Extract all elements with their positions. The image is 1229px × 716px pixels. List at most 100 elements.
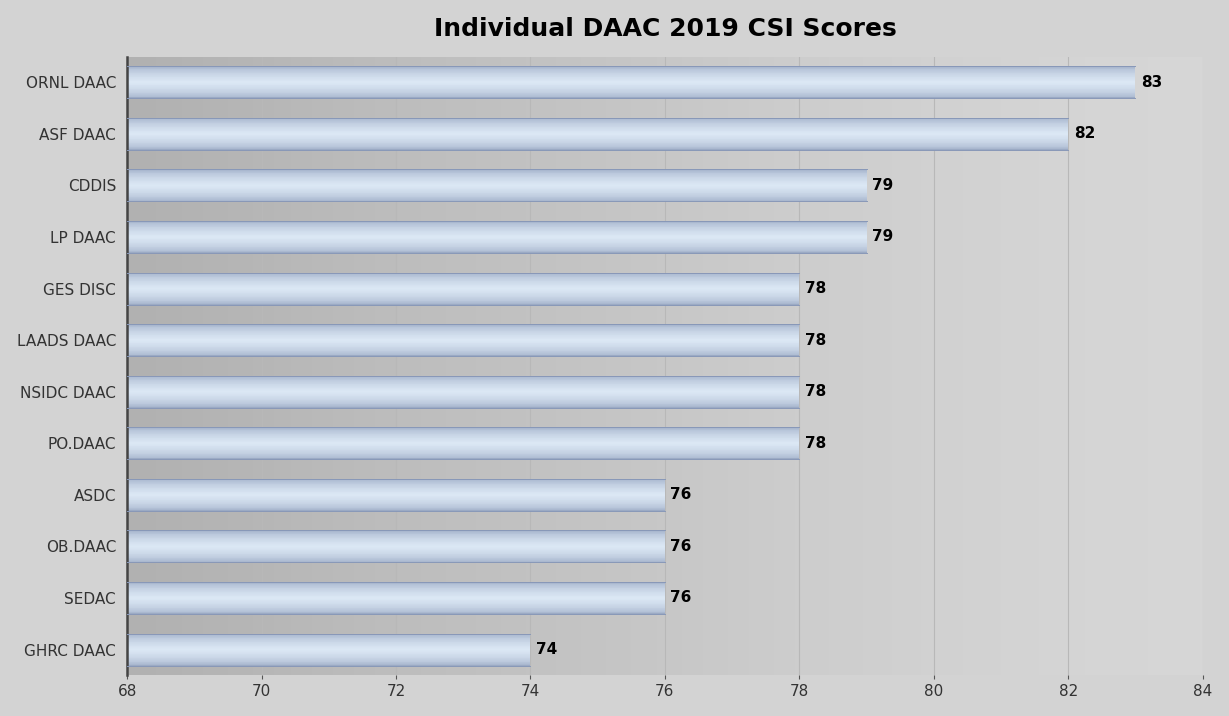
Bar: [127, 559, 665, 560]
Bar: [127, 287, 799, 288]
Bar: [127, 659, 531, 660]
Bar: [127, 458, 799, 459]
Bar: [127, 232, 866, 233]
Bar: [127, 298, 799, 299]
Bar: [127, 126, 1068, 127]
Bar: [127, 295, 799, 296]
Bar: [127, 590, 665, 591]
Bar: [127, 325, 799, 326]
Bar: [127, 664, 531, 665]
Bar: [127, 84, 1136, 85]
Bar: [127, 655, 531, 656]
Bar: [127, 247, 866, 248]
Bar: [127, 174, 866, 175]
Bar: [127, 349, 799, 351]
Bar: [127, 82, 1136, 83]
Bar: [127, 233, 866, 234]
Bar: [127, 249, 866, 250]
Bar: [127, 176, 866, 177]
Bar: [127, 79, 1136, 80]
Bar: [127, 498, 665, 499]
Bar: [127, 508, 665, 509]
Bar: [127, 243, 866, 244]
Bar: [127, 482, 665, 483]
Bar: [127, 600, 665, 601]
Bar: [127, 282, 799, 283]
Bar: [127, 601, 665, 602]
Bar: [127, 300, 799, 301]
Text: 78: 78: [805, 436, 826, 451]
Bar: [127, 540, 665, 541]
Bar: [127, 429, 799, 430]
Bar: [127, 604, 665, 605]
Bar: [127, 178, 866, 179]
Bar: [127, 283, 799, 284]
Bar: [127, 335, 799, 336]
Bar: [127, 379, 799, 380]
Bar: [127, 481, 665, 482]
Bar: [127, 277, 799, 278]
Bar: [127, 434, 799, 435]
Bar: [127, 293, 799, 294]
Bar: [127, 118, 1068, 119]
Bar: [127, 507, 665, 508]
Bar: [127, 129, 1068, 130]
Bar: [127, 613, 665, 614]
Bar: [127, 182, 866, 183]
Bar: [127, 85, 1136, 87]
Bar: [127, 191, 866, 192]
Bar: [127, 128, 1068, 129]
Bar: [127, 487, 665, 488]
Bar: [127, 384, 799, 385]
Bar: [127, 71, 1136, 72]
Bar: [127, 641, 531, 642]
Bar: [127, 329, 799, 330]
Bar: [127, 499, 665, 500]
Bar: [127, 405, 799, 406]
Bar: [127, 654, 531, 655]
Bar: [127, 502, 665, 503]
Bar: [127, 652, 531, 653]
Bar: [127, 636, 531, 637]
Bar: [127, 246, 866, 247]
Bar: [127, 81, 1136, 82]
Text: 78: 78: [805, 281, 826, 296]
Bar: [127, 506, 665, 507]
Bar: [127, 77, 1136, 78]
Bar: [127, 236, 866, 237]
Bar: [127, 479, 665, 480]
Bar: [127, 646, 531, 647]
Bar: [127, 181, 866, 182]
Bar: [127, 651, 531, 652]
Bar: [127, 238, 866, 239]
Bar: [127, 649, 531, 650]
Bar: [127, 403, 799, 404]
Bar: [127, 494, 665, 495]
Bar: [127, 144, 1068, 145]
Bar: [127, 440, 799, 441]
Bar: [127, 194, 866, 195]
Bar: [127, 140, 1068, 141]
Bar: [127, 228, 866, 229]
Bar: [127, 76, 1136, 77]
Bar: [127, 130, 1068, 132]
Bar: [127, 489, 665, 490]
Bar: [127, 286, 799, 287]
Bar: [127, 237, 866, 238]
Bar: [127, 535, 665, 536]
Bar: [127, 456, 799, 457]
Bar: [127, 275, 799, 276]
Bar: [127, 341, 799, 342]
Bar: [127, 70, 1136, 71]
Bar: [127, 327, 799, 328]
Bar: [127, 278, 799, 279]
Bar: [127, 391, 799, 392]
Bar: [127, 94, 1136, 95]
Bar: [127, 399, 799, 400]
Bar: [127, 148, 1068, 149]
Bar: [127, 190, 866, 191]
Bar: [127, 435, 799, 436]
Bar: [127, 495, 665, 496]
Bar: [127, 73, 1136, 74]
Bar: [127, 398, 799, 399]
